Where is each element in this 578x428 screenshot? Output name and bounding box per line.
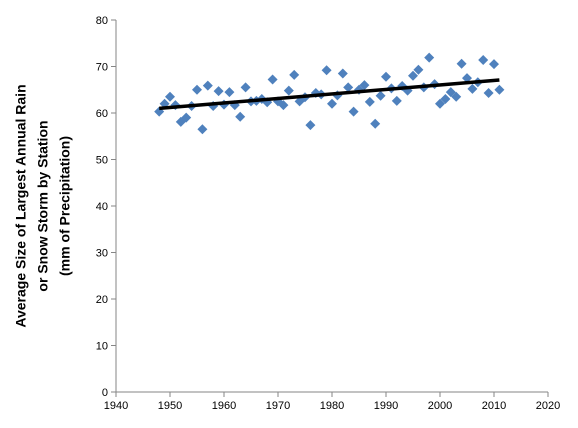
data-point [451,91,462,102]
data-point [213,86,224,97]
x-tick-label: 1990 [374,400,398,412]
data-point [424,52,435,63]
data-point [370,118,381,129]
y-tick-label: 20 [96,294,108,306]
y-tick-label: 0 [102,387,108,399]
data-point [327,98,337,109]
data-point [413,64,424,75]
data-point [337,68,348,79]
data-point [165,91,175,102]
data-point [440,94,451,105]
y-axis-label: Average Size of Largest Annual Rain or Sn… [13,84,73,327]
y-axis-label-line: Average Size of Largest Annual Rain [13,84,29,327]
y-axis-label-line: or Snow Storm by Station [35,120,51,291]
data-point [478,54,489,65]
x-tick-label: 1940 [104,400,128,412]
y-tick-label: 70 [96,62,108,74]
data-point [224,87,235,98]
y-tick-label: 30 [96,248,108,260]
data-point [408,70,418,81]
data-point [305,120,316,131]
data-point [197,124,208,135]
axes [115,20,548,393]
y-tick-label: 50 [96,155,108,167]
y-tick-label: 80 [96,15,108,27]
x-tick-label: 1970 [266,400,290,412]
x-tick-label: 2000 [428,400,452,412]
data-points [154,52,505,135]
data-point [321,65,332,76]
data-point [462,73,472,84]
data-point [278,100,289,111]
data-point [435,98,445,109]
data-point [456,58,467,69]
data-point [343,82,354,93]
data-point [483,88,494,99]
y-axis-ticks: 0 10 20 30 40 50 60 70 80 [96,15,116,399]
data-point [192,84,202,95]
trend-line [159,78,500,111]
data-point [348,106,359,117]
x-tick-label: 1950 [158,400,182,412]
data-point [445,87,456,98]
data-point [267,74,278,85]
data-point [494,84,505,95]
x-tick-label: 1980 [320,400,344,412]
y-tick-label: 40 [96,201,108,213]
data-point [289,69,300,80]
x-axis-ticks: 1940 1950 1960 1970 1980 1990 2000 2010 2020 [104,392,560,412]
x-tick-label: 2020 [536,400,560,412]
data-point [359,80,370,91]
data-point [375,90,386,101]
data-point [381,71,391,82]
data-point [467,83,478,94]
data-point [235,111,246,122]
data-point [181,112,192,123]
x-tick-label: 1960 [212,400,236,412]
data-point [489,59,499,70]
data-point [391,95,402,106]
x-tick-label: 2010 [482,400,506,412]
y-tick-label: 10 [96,341,108,353]
data-point [364,96,375,107]
data-point [202,80,213,91]
data-point [240,82,251,93]
y-tick-label: 60 [96,108,108,120]
data-point [283,85,294,96]
y-axis-label-line: (mm of Precipitation) [57,136,73,276]
